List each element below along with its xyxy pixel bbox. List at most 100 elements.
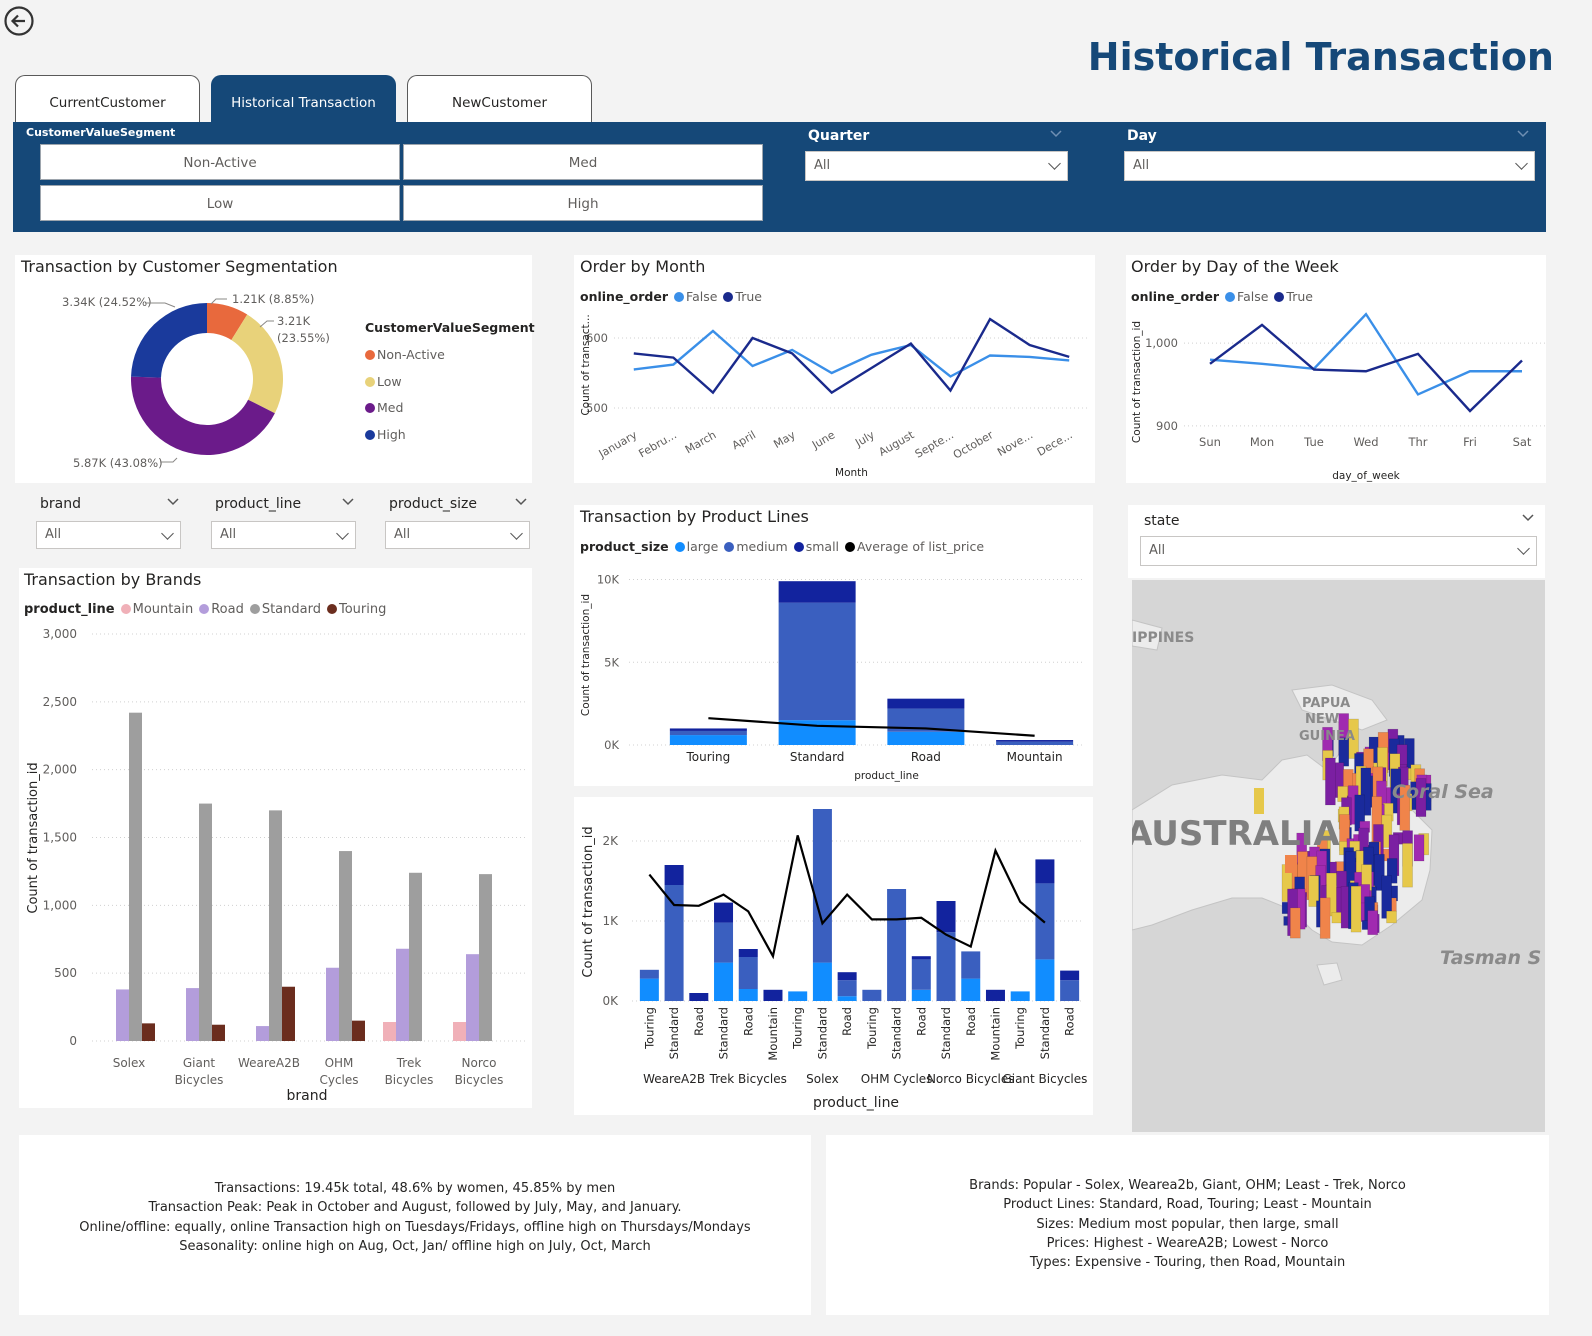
quarter-chevron-icon[interactable] — [1049, 129, 1063, 139]
tab-new-customer[interactable]: NewCustomer — [407, 75, 592, 125]
y-tick-label: 3,000 — [43, 627, 77, 641]
state-map[interactable]: IPPINES PAPUA NEW GUINEA Coral Sea AUSTR… — [1132, 580, 1545, 1132]
order-month-legend: online_order False True — [580, 289, 762, 304]
product-line-slicer-label: product_line — [215, 496, 302, 512]
segmentation-donut-chart[interactable]: 3.34K (24.52%) 1.21K (8.85%) 3.21K (23.5… — [15, 255, 532, 483]
chevron-down-icon — [161, 527, 174, 540]
product-line-dropdown[interactable]: All — [211, 521, 356, 549]
map-label-australia: AUSTRALIA — [1132, 814, 1340, 854]
bar-medium — [887, 708, 965, 732]
brand-collapse-icon[interactable] — [166, 497, 180, 507]
product-size-dropdown[interactable]: All — [385, 521, 530, 549]
segment-option-med[interactable]: Med — [403, 144, 763, 180]
segmentation-title: Transaction by Customer Segmentation — [21, 257, 338, 276]
notes-right: Brands: Popular - Solex, Wearea2b, Giant… — [826, 1176, 1549, 1272]
page-title: Historical Transaction — [1087, 35, 1554, 79]
bar-standard — [339, 851, 352, 1041]
legend-medium[interactable]: medium — [736, 539, 788, 554]
legend-item-med[interactable]: Med — [363, 395, 445, 422]
segment-slicer-title: CustomerValueSegment — [26, 126, 176, 139]
x-axis-title: Month — [835, 467, 868, 479]
quarter-label: Quarter — [808, 128, 870, 144]
brand-product-line-chart[interactable]: 2K 1K 0K Touring Standard Road WeareA2B Standar… — [574, 797, 1093, 1115]
legend-touring[interactable]: Touring — [338, 602, 387, 617]
donut-legend: Non-Active Low Med High — [363, 342, 445, 448]
donut-slice-non-active — [207, 303, 248, 340]
bar-small — [689, 993, 709, 1001]
legend-dot — [120, 604, 131, 614]
product-size-collapse-icon[interactable] — [514, 497, 528, 507]
order-dow-line-chart[interactable]: 1,000 900 Sun Mon Tue Wed Thr Fri Sat day_of_week… — [1126, 255, 1546, 483]
state-slicer-label: state — [1144, 513, 1180, 529]
legend-item-low[interactable]: Low — [363, 369, 445, 396]
bar-medium — [887, 889, 907, 1001]
bar-large — [911, 989, 931, 1001]
map-bar — [1350, 885, 1362, 933]
legend-dot — [365, 376, 375, 387]
y-axis-title: Count of transaction_id — [581, 826, 596, 977]
legend-standard[interactable]: Standard — [261, 602, 321, 617]
bar-touring — [142, 1023, 155, 1041]
filter-panel: CustomerValueSegment Non-Active Med Low … — [13, 122, 1546, 232]
tab-historical-transaction[interactable]: Historical Transaction — [211, 75, 396, 125]
legend-title: product_size — [580, 539, 669, 554]
segment-option-low[interactable]: Low — [40, 185, 400, 221]
legend-dot — [723, 292, 734, 302]
bar-large — [1010, 991, 1030, 1001]
legend-average-price[interactable]: Average of list_price — [857, 539, 985, 554]
x-tick-label: Dece... — [1035, 428, 1075, 459]
legend-dot — [1274, 292, 1285, 302]
segmentation-card: Transaction by Customer Segmentation 3.3… — [15, 255, 535, 483]
state-slicer-card: state All — [1128, 505, 1545, 578]
map-bar — [1413, 834, 1425, 862]
legend-small[interactable]: small — [805, 539, 840, 554]
state-dropdown[interactable]: All — [1140, 536, 1537, 566]
bar-large — [812, 962, 832, 1001]
bar-medium — [664, 885, 684, 1001]
quarter-dropdown[interactable]: All — [805, 151, 1068, 181]
product-lines-bar-chart[interactable]: 10K 5K 0K Touring Standard Road Mountain produc… — [574, 505, 1093, 786]
bar-large — [714, 962, 734, 1001]
legend-true[interactable]: True — [1286, 289, 1313, 304]
bar-large — [788, 991, 808, 1001]
bar-small — [911, 956, 931, 960]
bar-large — [738, 989, 758, 1001]
state-collapse-icon[interactable] — [1521, 513, 1535, 523]
legend-true[interactable]: True — [735, 289, 762, 304]
group-label: Norco Bicycles — [927, 1072, 1015, 1086]
brands-bar-chart[interactable]: 3,000 2,500 2,000 1,500 1,000 500 0 Solex Giant B… — [19, 568, 532, 1108]
legend-false[interactable]: False — [686, 289, 718, 304]
bar-standard — [479, 874, 492, 1041]
donut-slice-low — [231, 314, 283, 414]
legend-mountain[interactable]: Mountain — [132, 602, 194, 617]
bar-touring — [212, 1024, 225, 1041]
brand-dropdown[interactable]: All — [36, 521, 181, 549]
segment-option-non-active[interactable]: Non-Active — [40, 144, 400, 180]
donut-slice-high — [131, 303, 207, 378]
x-tick-label: OHM — [325, 1056, 354, 1070]
map-bar — [1285, 855, 1297, 873]
product-line-collapse-icon[interactable] — [341, 497, 355, 507]
legend-large[interactable]: large — [686, 539, 719, 554]
segment-option-high[interactable]: High — [403, 185, 763, 221]
legend-dot — [793, 542, 804, 552]
map-canvas[interactable]: IPPINES PAPUA NEW GUINEA Coral Sea AUSTR… — [1132, 580, 1545, 1132]
map-label-png-3: GUINEA — [1299, 729, 1355, 744]
legend-label: Low — [377, 373, 402, 389]
legend-road[interactable]: Road — [211, 602, 244, 617]
day-dropdown[interactable]: All — [1124, 151, 1535, 181]
day-chevron-icon[interactable] — [1516, 129, 1530, 139]
bar-medium — [1060, 980, 1080, 1001]
legend-false[interactable]: False — [1237, 289, 1269, 304]
back-arrow-icon[interactable] — [3, 5, 35, 37]
y-tick-label: 10K — [597, 573, 620, 587]
tab-current-customer[interactable]: CurrentCustomer — [15, 75, 200, 125]
x-axis-title: product_line — [854, 770, 919, 782]
note-line: Online/offline: equally, online Transact… — [79, 1219, 751, 1235]
legend-item-non-active[interactable]: Non-Active — [363, 342, 445, 369]
x-tick-label: June — [809, 428, 837, 452]
bar-standard — [129, 712, 142, 1041]
legend-item-high[interactable]: High — [363, 422, 445, 449]
x-tick-label: Cycles — [319, 1073, 358, 1087]
